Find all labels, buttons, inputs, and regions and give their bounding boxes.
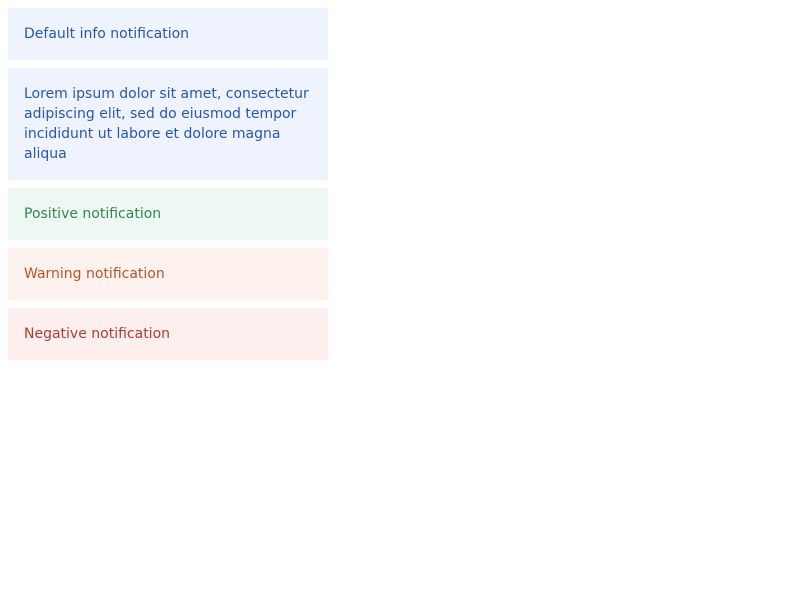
info-notification-long: Lorem ipsum dolor sit amet, consectetur … [8, 68, 328, 180]
notification-message: Positive notification [24, 206, 162, 222]
info-notification: Default info notification [8, 8, 328, 60]
notification-stack: Default info notification Lorem ipsum do… [8, 8, 328, 368]
negative-notification: Negative notification [8, 308, 328, 360]
notification-message: Warning notification [24, 266, 165, 282]
positive-notification: Positive notification [8, 188, 328, 240]
notification-message: Lorem ipsum dolor sit amet, consectetur … [24, 86, 309, 162]
warning-notification: Warning notification [8, 248, 328, 300]
notification-message: Negative notification [24, 326, 171, 342]
notification-message: Default info notification [24, 26, 190, 42]
